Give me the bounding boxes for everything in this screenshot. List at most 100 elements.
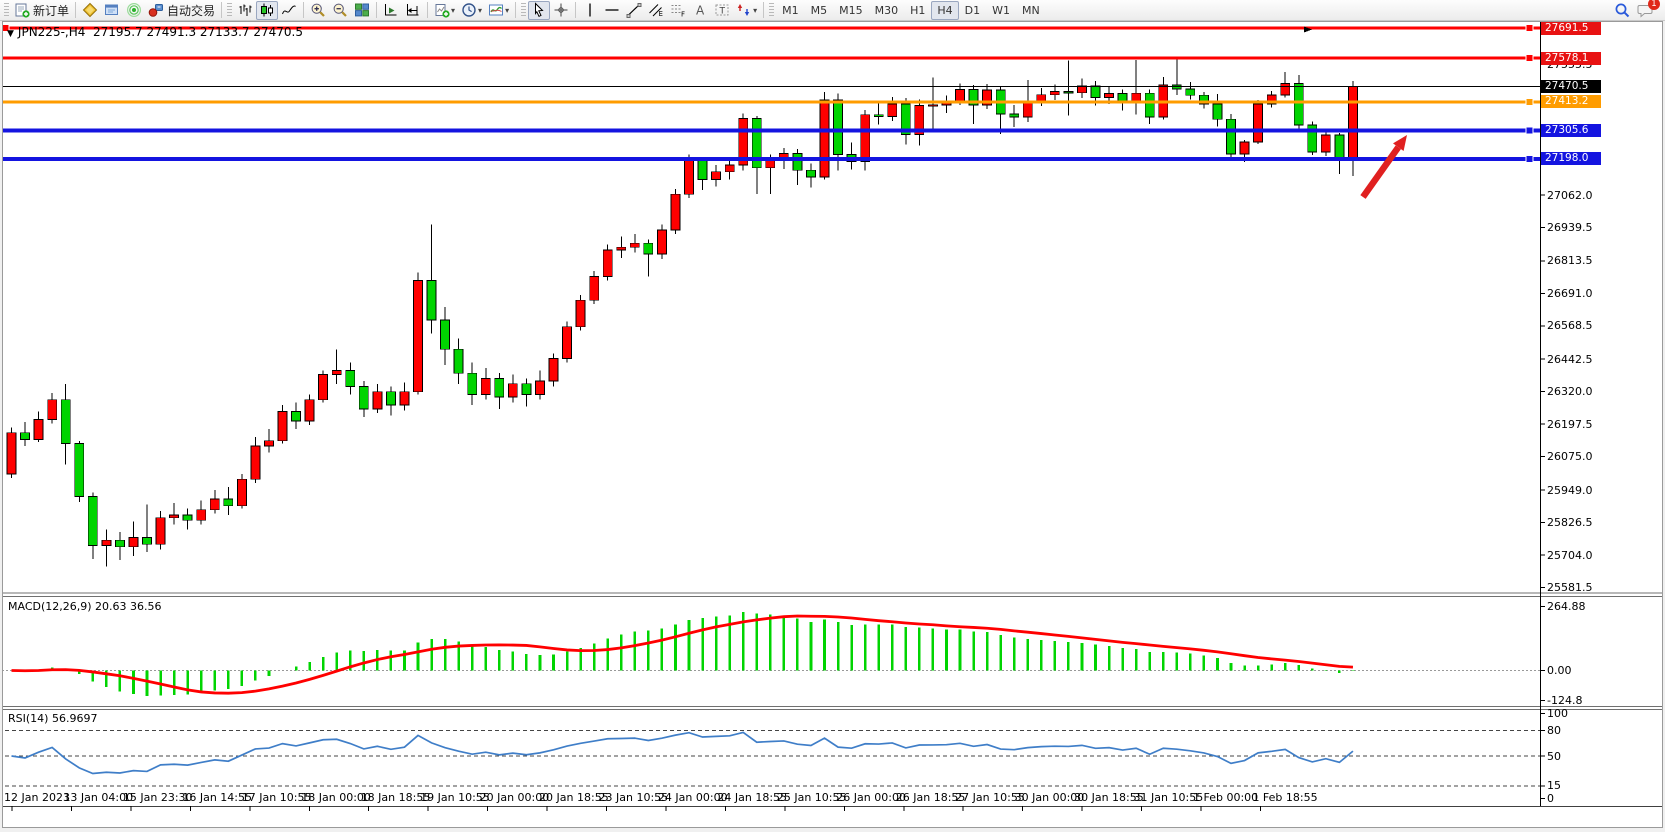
crosshair-button[interactable] [550,1,572,20]
bar-chart-icon [239,4,252,16]
arrows-icon [737,4,750,16]
line-handle[interactable] [1525,54,1534,63]
timeframe-toolbar: M1 M5 M15 M30 H1 H4 D1 W1 MN [776,0,1046,20]
autoscroll-marker-icon [1304,26,1312,33]
chart-ohlc-values: 27195.7 27491.3 27133.7 27470.5 [93,25,303,39]
zoom-in-button[interactable] [307,1,329,20]
text-label-icon: T [715,4,729,17]
price-tick-label: 26320.0 [1547,385,1593,399]
price-tick-label: 26075.0 [1547,450,1593,464]
time-axis-label: 18 Jan 18:55 [360,791,431,804]
rsi-axis-label: 0 [1547,792,1554,805]
zoom-out-button[interactable] [329,1,351,20]
tf-button-m5[interactable]: M5 [810,3,828,17]
candles-layer [6,58,1358,567]
line-handle[interactable] [1525,126,1534,135]
profiles-button[interactable] [101,1,123,20]
search-button[interactable] [1611,1,1634,20]
tf-button-m1[interactable]: M1 [782,3,799,17]
macd-axis-label: 0.00 [1547,664,1572,677]
toolbar-grip[interactable] [227,3,233,17]
text-label-button[interactable]: T [711,1,733,20]
rsi-axis-label: 100 [1547,707,1568,720]
auto-scroll-button[interactable] [380,1,402,20]
toolbar-separator [221,2,223,18]
new-chart-button[interactable]: ▾ [431,1,458,20]
line-handle[interactable] [1525,24,1534,33]
tf-button-w1[interactable]: W1 [992,3,1010,17]
toolbar-separator [376,2,378,18]
cursor-icon [535,2,544,17]
price-tick-label: 26813.5 [1547,254,1593,268]
zoom-in-icon [311,3,325,17]
new-order-button[interactable]: 新订单 [11,1,72,20]
fibonacci-button[interactable]: F [667,1,689,20]
new-order-label: 新订单 [33,3,70,18]
time-axis-label: 18 Jan 00:00 [301,791,371,804]
time-axis-label: 30 Jan 00:00 [1014,791,1085,804]
toolbar-grip[interactable] [769,3,775,17]
line-chart-icon [282,5,296,15]
periods-button[interactable]: ▾ [458,1,485,20]
time-axis-label: 27 Jan 10:55 [955,791,1025,804]
macd-label: MACD(12,26,9) 20.63 36.56 [8,600,162,613]
toolbar-grip[interactable] [4,3,9,17]
tf-button-h4[interactable]: H4 [931,0,959,20]
price-line-tag: 27413.2 [1541,95,1601,109]
price-line-tag: 27691.5 [1541,21,1601,35]
signal-button[interactable] [123,1,145,20]
tf-button-h1[interactable]: H1 [910,3,926,17]
zoom-out-icon [333,3,347,17]
notifications-button[interactable]: 1 [1634,0,1660,20]
tf-button-mn[interactable]: MN [1022,3,1040,17]
one-click-trading-toggle[interactable]: ▼ [7,29,14,39]
time-axis-label: 12 Jan 2023 [4,791,70,804]
price-tick-label: 26691.0 [1547,286,1593,300]
time-axis-label: 19 Jan 10:55 [420,791,490,804]
market-watch-button[interactable] [79,1,101,20]
tf-button-d1[interactable]: D1 [964,3,981,17]
line-chart-button[interactable] [278,1,300,20]
candlestick-chart-button[interactable] [256,0,279,20]
bar-chart-button[interactable] [234,1,256,20]
tf-button-m15[interactable]: M15 [839,3,863,17]
time-axis-label: 26 Jan 18:55 [895,791,966,804]
toolbar-separator [427,2,429,18]
arrows-button[interactable]: ▾ [733,1,760,20]
toolbar-right-group: 1 [1611,0,1663,20]
signal-icon [127,2,142,18]
trendline-button[interactable] [623,1,645,20]
time-axis-label: 31 Jan 10:55 [1133,791,1204,804]
toolbar-grip[interactable] [521,3,527,17]
time-axis-label: 24 Jan 00:00 [657,791,728,804]
tile-windows-button[interactable] [351,1,373,20]
tf-button-m30[interactable]: M30 [874,3,899,17]
price-line-tag: 27198.0 [1541,152,1601,166]
rsi-axis-label: 50 [1547,749,1561,763]
cursor-button[interactable] [528,0,551,20]
price-tick-label: 25826.5 [1547,516,1593,530]
chart-shift-button[interactable] [402,1,424,20]
line-handle[interactable] [1525,154,1534,163]
line-handle[interactable] [1525,97,1534,106]
indicators-button[interactable]: ▾ [485,1,512,20]
periods-clock-icon [462,3,476,17]
autotrade-button[interactable]: 自动交易 [145,1,218,20]
arrow-annotation[interactable] [1360,135,1407,199]
text-button[interactable]: A [689,1,711,20]
svg-text:F: F [681,11,685,19]
profiles-icon [105,4,119,15]
horizontal-line-button[interactable] [601,1,623,20]
main-toolbar: 新订单 自动交易 [0,0,1665,21]
rsi-panel [5,730,1540,787]
vertical-line-button[interactable] [579,1,601,20]
time-axis-label: 1 Feb 00:00 [1193,791,1259,804]
time-axis-label: 13 Jan 04:00 [63,791,134,804]
time-axis-label: 23 Jan 10:55 [598,791,669,804]
indicators-icon [489,4,504,16]
macd-signal-line [11,614,1354,695]
equidistant-channel-button[interactable]: E [645,1,667,20]
time-axis-label: 20 Jan 00:00 [479,791,550,804]
chevron-down-icon: ▾ [478,5,483,15]
